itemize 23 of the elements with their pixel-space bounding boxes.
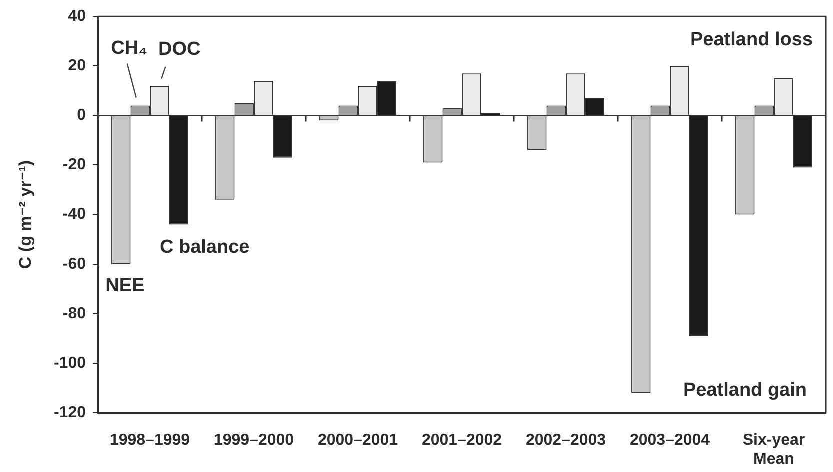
y-tick-label: -40 (62, 206, 86, 224)
x-tick-label: 2001–2002 (422, 432, 502, 450)
y-tick-label: 0 (77, 107, 86, 124)
series-label: NEE (106, 276, 145, 297)
text: CH₄ (111, 38, 148, 60)
y-tick-label: 40 (68, 8, 86, 26)
x-tick-label: Six-year Mean (742, 432, 806, 468)
y-axis-title: C (g m⁻² yr⁻¹) (16, 160, 35, 270)
series-label: DOC (158, 39, 202, 60)
y-tick-label: -60 (62, 256, 86, 273)
x-tick-label: 2003–2004 (630, 432, 710, 450)
y-tick-label: 20 (68, 58, 86, 75)
y-tick-label: -120 (54, 404, 86, 422)
y-tick-label: -20 (62, 156, 86, 174)
x-tick-label: 2002–2003 (526, 432, 606, 450)
y-tick-label: -80 (62, 305, 86, 322)
x-tick-label: 1999–2000 (214, 432, 294, 450)
x-tick-label: 1998–1999 (110, 432, 190, 450)
annotation: Peatland gain (683, 380, 807, 401)
annotation: Peatland loss (690, 30, 813, 51)
series-label: C balance (160, 236, 250, 258)
x-tick-label: 2000–2001 (318, 432, 398, 450)
y-tick-label: -100 (54, 354, 86, 372)
